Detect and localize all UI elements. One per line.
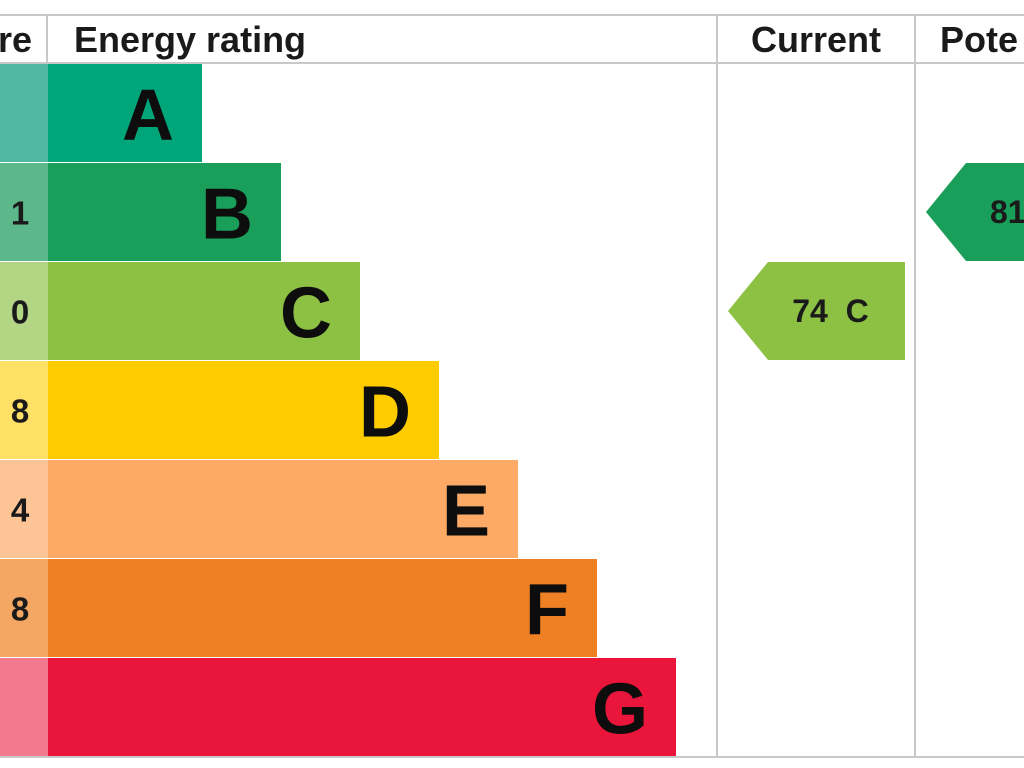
band-bar-c [48,262,360,360]
band-bar-a [48,64,202,162]
band-letter-f: F [525,571,569,651]
band-bar-f [48,559,597,657]
potential-rating-label: 81 [990,194,1024,230]
header-potential: Pote [940,19,1018,60]
header-current: Current [751,19,881,60]
band-letter-a: A [122,76,174,156]
rating-arrows: 74 C 81 [728,163,1024,360]
band-letter-g: G [592,670,648,750]
band-letter-c: C [280,274,332,354]
score-label-d: 8 [11,393,29,430]
band-bar-e [48,460,518,558]
score-cell-e [0,460,48,558]
potential-rating-arrow [926,163,1024,261]
score-cell-g [0,658,48,756]
score-label-f: 8 [11,591,29,628]
band-letter-b: B [201,175,253,255]
score-label-e: 4 [11,492,30,529]
score-cell-d [0,361,48,459]
current-rating-arrow [728,262,905,360]
score-cell-b [0,163,48,261]
band-letter-d: D [359,373,411,453]
current-rating-label: 74 C [792,293,868,329]
header-energy-rating: Energy rating [74,19,306,60]
score-cell-a [0,64,48,162]
rating-bands: A 1 B 0 C 8 D 4 E 8 FG [0,64,676,756]
score-label-b: 1 [11,195,29,232]
band-bar-g [48,658,676,756]
band-letter-e: E [442,472,490,552]
score-cell-c [0,262,48,360]
header-score: re [0,19,32,60]
score-cell-f [0,559,48,657]
band-bar-d [48,361,439,459]
band-bar-b [48,163,281,261]
score-label-c: 0 [11,294,29,331]
